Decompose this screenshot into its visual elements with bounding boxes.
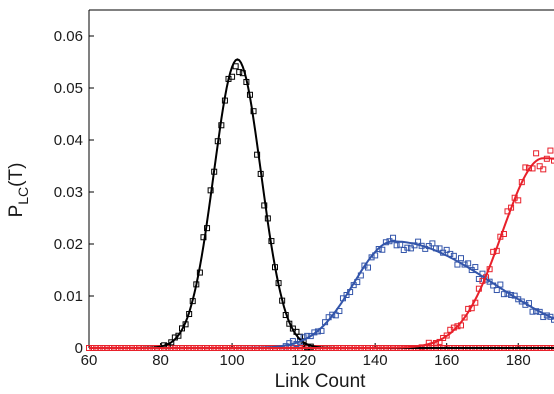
x-tick-label: 100 [220,352,245,369]
x-tick-label: 140 [363,352,388,369]
series-2-point [533,150,540,157]
series-1-point [361,262,368,269]
series-1-point [443,246,450,253]
series-1-point [475,275,482,282]
series-2-point [454,323,461,330]
series-1-point [493,287,500,294]
series-0-point [236,69,243,76]
series-0-point [254,151,261,158]
series-2-fit-line [89,157,554,349]
x-tick-label: 180 [506,352,531,369]
series-1-point [472,264,479,271]
series-1-point [379,246,386,253]
series-1-point [529,308,536,315]
series-2-point [522,164,529,171]
y-tick-label: 0.05 [54,80,83,97]
series-1-point [518,298,525,305]
y-tick-label: 0.04 [54,132,83,149]
series-0-point [175,332,182,339]
series-1-point [540,314,547,321]
series-1-fit-line [89,240,554,349]
series-1-point [551,316,554,323]
y-axis-title: PLC(T) [6,163,31,218]
series-1-point [429,240,436,247]
series-2-point [540,166,547,173]
series-1-point [436,245,443,252]
y-tick-label: 0.01 [54,288,83,305]
series-2-point [536,163,543,170]
y-axis-title-suffix: (T) [6,163,27,187]
y-axis-title-main: P [6,205,27,218]
series-1-point [307,333,314,340]
series-1-point [314,328,321,335]
x-axis-title: Link Count [275,371,367,392]
x-tick-label: 160 [434,352,459,369]
series-0-fit-line [89,58,554,349]
series-1-point [393,242,400,249]
x-tick-label: 120 [291,352,316,369]
axes [88,9,554,349]
series-2-point [443,332,450,339]
series-1-point [404,244,411,251]
series-2-point [551,157,554,164]
series-2-point [547,147,554,154]
series-1-point [365,264,371,271]
series-1-point [375,246,382,253]
y-tick-label: 0.03 [54,184,83,201]
x-tick-label: 60 [81,352,98,369]
series-1-point [508,291,515,298]
series-1-point [458,255,464,262]
series-2-point [461,314,468,321]
y-tick-label: 0.02 [54,236,83,253]
x-tick-label: 80 [152,352,169,369]
series-1-point [407,245,414,252]
series-1-point [465,260,472,267]
series-0-point [168,339,175,346]
series-1-point [390,234,397,241]
y-tick-label: 0 [75,340,83,357]
series-2-point [515,197,522,204]
series-1-point [500,291,507,298]
y-tick-label: 0.06 [54,28,83,45]
y-axis-title-sub: LC [15,187,31,205]
